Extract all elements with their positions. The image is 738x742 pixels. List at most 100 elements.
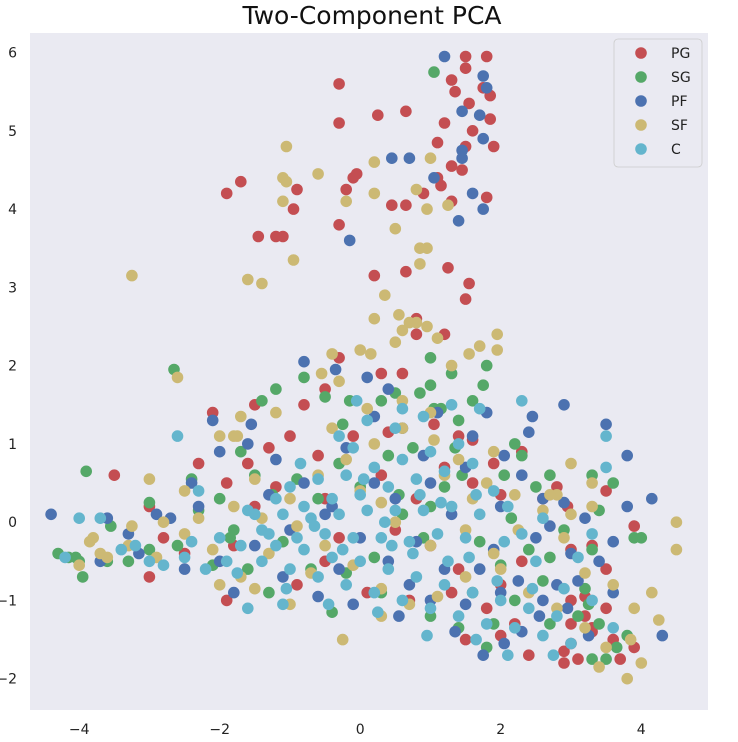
point-sf: [340, 453, 353, 466]
point-pf: [466, 187, 479, 200]
point-c: [333, 430, 345, 442]
point-pf: [498, 637, 511, 650]
point-sg: [600, 653, 612, 665]
point-sg: [607, 477, 619, 489]
point-sf: [312, 168, 324, 180]
point-sg: [452, 414, 465, 427]
point-sf: [83, 535, 96, 548]
point-c: [445, 399, 458, 411]
point-sg: [424, 352, 437, 364]
point-c: [354, 489, 367, 501]
point-c: [382, 481, 395, 493]
point-pg: [242, 457, 254, 470]
point-pf: [228, 586, 240, 599]
point-c: [438, 579, 451, 591]
point-sf: [326, 422, 338, 435]
point-pg: [459, 293, 472, 305]
point-sg: [298, 371, 310, 384]
point-pg: [449, 85, 461, 98]
point-pg: [431, 136, 444, 149]
point-c: [565, 637, 577, 650]
point-sf: [368, 187, 381, 200]
point-sf: [192, 512, 205, 524]
point-pf: [558, 399, 570, 411]
point-pg: [284, 430, 296, 442]
point-sg: [530, 481, 542, 493]
legend-label-pf: PF: [671, 94, 688, 110]
point-c: [340, 579, 353, 591]
point-sf: [213, 579, 226, 591]
point-pf: [150, 508, 163, 521]
point-c: [199, 563, 212, 575]
point-c: [417, 410, 430, 423]
x-tick-label: −2: [209, 722, 230, 738]
x-tick-label: 2: [496, 722, 505, 738]
point-c: [551, 610, 563, 622]
point-c: [494, 594, 507, 607]
point-sg: [213, 492, 226, 505]
point-c: [270, 539, 282, 552]
point-pf: [393, 610, 405, 622]
point-pg: [291, 579, 303, 591]
point-sf: [333, 375, 345, 388]
point-c: [459, 532, 472, 544]
point-sf: [586, 500, 598, 513]
point-c: [389, 422, 402, 435]
point-sf: [178, 485, 191, 497]
y-tick-labels: −2 −1 0 1 2 3 4 5 6: [0, 46, 17, 688]
point-pf: [312, 590, 324, 603]
point-sf: [670, 516, 683, 528]
point-pg: [252, 230, 265, 243]
point-sf: [178, 528, 191, 540]
x-tick-label: −4: [69, 722, 90, 738]
point-sf: [431, 590, 444, 603]
point-sf: [375, 496, 388, 509]
point-pg: [572, 653, 584, 665]
y-tick-label: 1: [8, 437, 17, 453]
point-sf: [287, 254, 300, 266]
point-pf: [459, 598, 472, 611]
point-pg: [287, 203, 300, 215]
point-pf: [600, 418, 612, 431]
point-pg: [463, 277, 475, 290]
point-sf: [379, 289, 391, 302]
point-pg: [263, 442, 275, 454]
point-pg: [410, 328, 423, 341]
point-c: [319, 528, 331, 540]
point-sf: [389, 516, 402, 528]
point-sf: [431, 332, 444, 345]
point-pg: [368, 269, 381, 282]
point-pg: [445, 74, 458, 86]
point-sg: [544, 469, 556, 482]
point-pf: [526, 410, 539, 423]
point-c: [213, 532, 226, 544]
point-pg: [459, 62, 472, 74]
point-c: [157, 559, 170, 571]
legend-marker-pg: [635, 47, 647, 59]
point-pf: [593, 555, 605, 568]
point-c: [421, 629, 433, 642]
point-sg: [473, 535, 486, 548]
point-c: [284, 563, 296, 575]
point-sg: [586, 653, 598, 665]
point-c: [607, 622, 619, 634]
point-c: [498, 535, 511, 548]
point-pg: [480, 191, 493, 204]
point-pg: [340, 183, 353, 196]
y-tick-label: 4: [8, 202, 17, 218]
point-sf: [368, 312, 381, 325]
point-c: [143, 555, 156, 568]
point-c: [94, 512, 107, 524]
point-sf: [586, 477, 598, 489]
point-pg: [375, 367, 388, 380]
point-c: [129, 539, 142, 552]
point-sf: [579, 622, 591, 634]
point-c: [414, 489, 426, 501]
legend-label-sg: SG: [671, 70, 691, 86]
point-c: [407, 547, 419, 560]
point-c: [600, 430, 612, 442]
point-pf: [516, 469, 528, 482]
point-pf: [192, 500, 205, 513]
point-sf: [126, 269, 138, 282]
point-c: [368, 461, 381, 474]
